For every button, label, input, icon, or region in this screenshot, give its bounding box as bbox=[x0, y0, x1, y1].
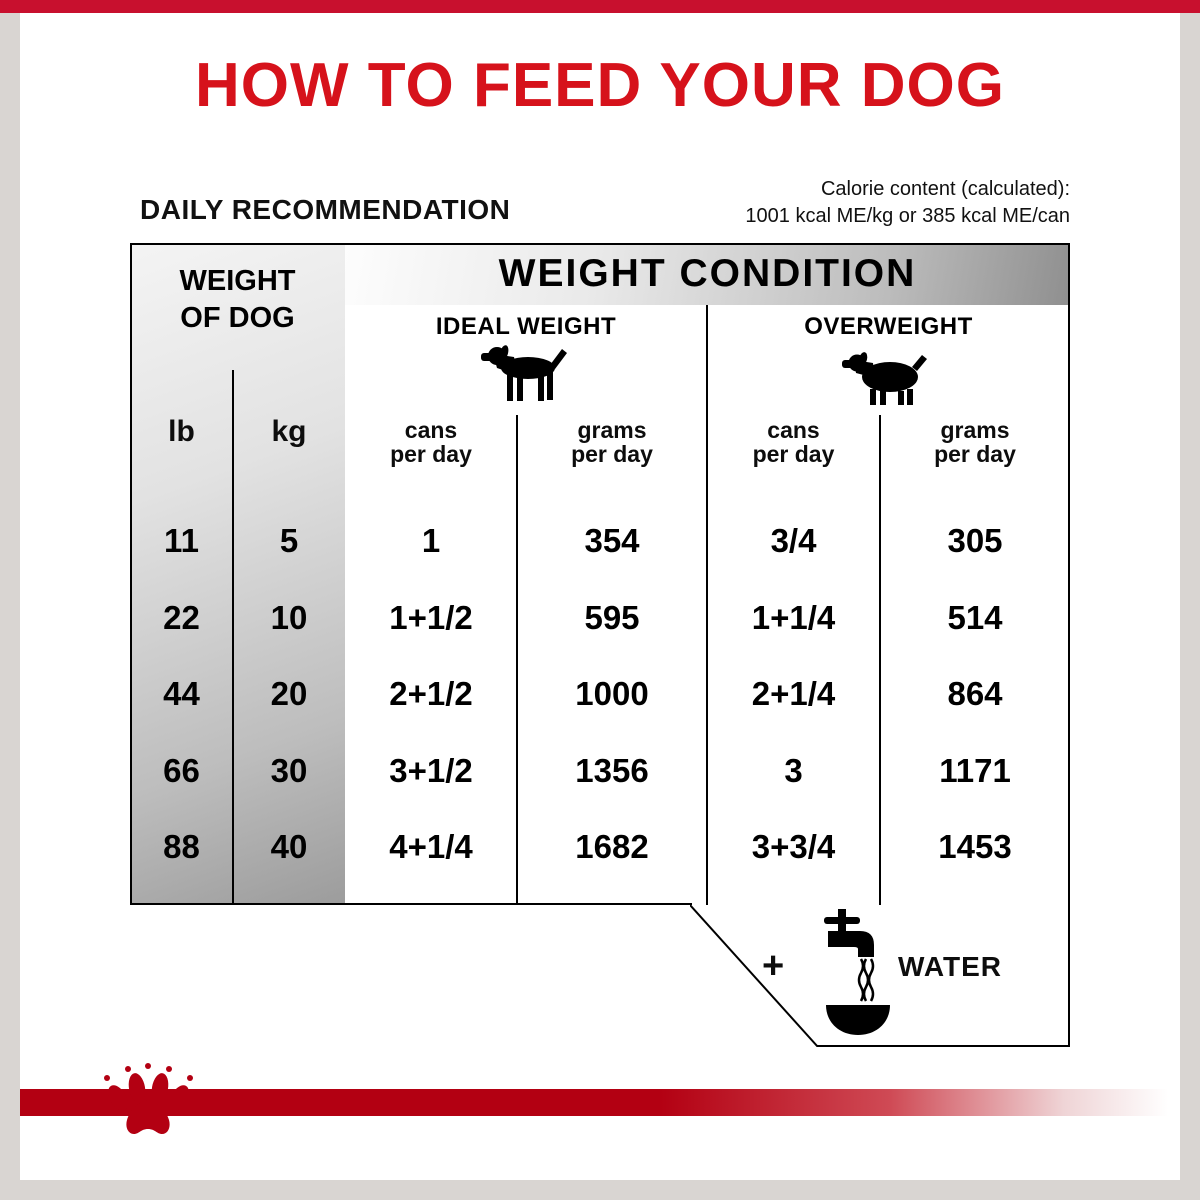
cell-overweight-grams: 514 bbox=[947, 599, 1003, 636]
ideal-grams-per-day-header: grams per day bbox=[517, 418, 707, 466]
cell-ideal-grams: 354 bbox=[584, 522, 640, 559]
cell-overweight-cans: 3+3/4 bbox=[751, 828, 836, 865]
cell-lb: 66 bbox=[163, 752, 200, 789]
cell-overweight-cans: 3/4 bbox=[770, 522, 817, 559]
cell-ideal-grams: 1682 bbox=[575, 828, 649, 865]
weight-column-background bbox=[130, 243, 345, 905]
cell-ideal-grams: 1000 bbox=[575, 675, 649, 712]
overweight-grams-per-day-header: grams per day bbox=[880, 418, 1070, 466]
cell-overweight-cans: 2+1/4 bbox=[751, 675, 836, 712]
header-line: cans bbox=[404, 417, 458, 443]
cell-overweight-cans: 3 bbox=[784, 752, 803, 789]
overweight-dog-icon bbox=[842, 352, 927, 405]
cell-overweight-cans: 1+1/4 bbox=[751, 599, 836, 636]
cell-kg: 30 bbox=[270, 752, 308, 789]
cell-lb: 44 bbox=[163, 675, 200, 712]
cell-ideal-grams: 1356 bbox=[575, 752, 649, 789]
ideal-weight-dog-icon bbox=[481, 345, 567, 401]
table-border-bottom bbox=[130, 903, 692, 905]
water-callout-tab: + WATER bbox=[690, 905, 1070, 1047]
plus-sign: + bbox=[762, 945, 785, 987]
cell-kg: 40 bbox=[270, 828, 308, 865]
water-label: WATER bbox=[898, 951, 1003, 982]
cell-lb: 22 bbox=[163, 599, 200, 636]
unit-lb-header: lb bbox=[168, 415, 195, 448]
water-faucet-bowl-icon bbox=[824, 909, 890, 1035]
header-line: per day bbox=[934, 441, 1016, 467]
cell-ideal-cans: 3+1/2 bbox=[389, 752, 473, 789]
header-line: per day bbox=[390, 441, 472, 467]
cell-ideal-cans: 1 bbox=[421, 522, 441, 559]
divider-lb-kg bbox=[232, 370, 234, 905]
cell-overweight-grams: 864 bbox=[947, 675, 1003, 712]
header-line: per day bbox=[571, 441, 653, 467]
divider-ideal-cans-grams bbox=[516, 415, 518, 905]
weight-of-dog-header: WEIGHT OF DOG bbox=[130, 263, 345, 337]
cell-ideal-cans: 4+1/4 bbox=[389, 828, 473, 865]
calorie-content-note: Calorie content (calculated): 1001 kcal … bbox=[745, 176, 1070, 230]
feeding-table: WEIGHT CONDITION WEIGHT OF DOG IDEAL WEI… bbox=[130, 243, 1070, 1047]
brand-band bbox=[20, 1089, 1180, 1116]
weight-of-dog-line-1: WEIGHT bbox=[179, 265, 296, 297]
cell-lb: 11 bbox=[164, 522, 199, 559]
daily-recommendation-label: DAILY RECOMMENDATION bbox=[140, 194, 511, 225]
table-row: 44 20 2+1/2 1000 2+1/4 864 bbox=[130, 668, 1070, 720]
cell-overweight-grams: 1453 bbox=[938, 828, 1012, 865]
table-row: 22 10 1+1/2 595 1+1/4 514 bbox=[130, 592, 1070, 644]
calorie-line-2: 1001 kcal ME/kg or 385 kcal ME/can bbox=[745, 205, 1070, 227]
table-row: 66 30 3+1/2 1356 3 1171 bbox=[130, 745, 1070, 797]
top-red-strip bbox=[0, 0, 1200, 13]
cell-lb: 88 bbox=[163, 828, 200, 865]
calorie-line-1: Calorie content (calculated): bbox=[820, 178, 1070, 200]
unit-kg-header: kg bbox=[271, 415, 307, 448]
cell-overweight-grams: 1171 bbox=[939, 752, 1011, 789]
header-line: grams bbox=[940, 417, 1010, 443]
ideal-cans-per-day-header: cans per day bbox=[345, 418, 517, 466]
water-tab-border bbox=[690, 905, 1070, 1047]
cell-ideal-cans: 1+1/2 bbox=[389, 599, 473, 636]
weight-condition-header: WEIGHT CONDITION bbox=[345, 243, 1070, 305]
table-border-top bbox=[130, 243, 1070, 245]
page-title: HOW TO FEED YOUR DOG bbox=[195, 51, 1005, 120]
royal-canin-paw-logo bbox=[104, 1063, 193, 1134]
cell-overweight-grams: 305 bbox=[947, 522, 1003, 559]
header-line: cans bbox=[767, 417, 820, 443]
cell-ideal-cans: 2+1/2 bbox=[389, 675, 473, 712]
divider-overweight-cans-grams bbox=[879, 415, 881, 905]
overweight-cans-per-day-header: cans per day bbox=[707, 418, 880, 466]
overweight-label: OVERWEIGHT bbox=[804, 313, 973, 340]
table-border-left bbox=[130, 243, 132, 905]
cell-kg: 20 bbox=[270, 675, 308, 712]
table-border-right bbox=[1068, 243, 1070, 905]
weight-of-dog-line-2: OF DOG bbox=[180, 302, 295, 334]
header-line: per day bbox=[752, 441, 835, 467]
header-line: grams bbox=[577, 417, 647, 443]
table-row: 11 5 1 354 3/4 305 bbox=[130, 515, 1070, 567]
divider-ideal-overweight bbox=[706, 305, 708, 905]
cell-kg: 5 bbox=[279, 522, 299, 559]
table-row: 88 40 4+1/4 1682 3+3/4 1453 bbox=[130, 821, 1070, 873]
cell-kg: 10 bbox=[270, 599, 308, 636]
cell-ideal-grams: 595 bbox=[584, 599, 640, 636]
ideal-weight-label: IDEAL WEIGHT bbox=[435, 313, 617, 340]
